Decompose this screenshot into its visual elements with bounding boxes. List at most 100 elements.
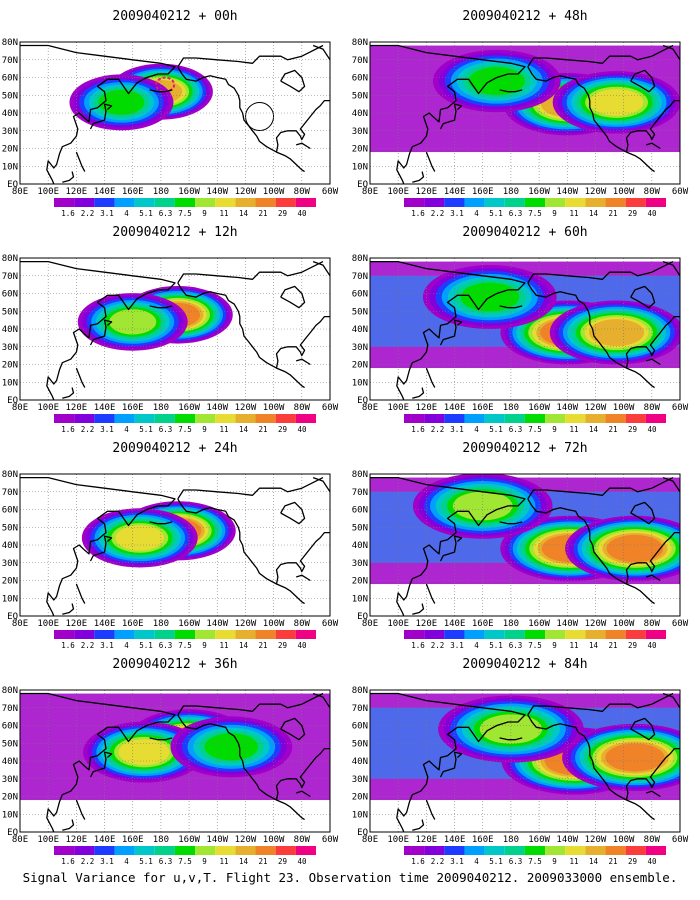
colorbar-swatch — [215, 414, 236, 423]
colorbar-label: 40 — [297, 425, 307, 434]
colorbar-swatch — [424, 630, 445, 639]
colorbar-swatch — [54, 414, 75, 423]
colorbar-label: 2.2 — [431, 425, 445, 434]
colorbar-label: 2.2 — [81, 857, 95, 866]
colorbar-swatch — [295, 198, 316, 207]
x-tick-label: 160W — [178, 187, 200, 197]
colorbar-swatch — [275, 846, 296, 855]
x-tick-label: 180 — [503, 403, 519, 413]
x-tick-label: 120W — [585, 187, 607, 197]
coastline — [630, 285, 656, 309]
coastlines — [20, 44, 330, 184]
colorbar-swatch — [645, 630, 666, 639]
coastline — [149, 521, 173, 525]
colorbar-swatch — [585, 630, 606, 639]
colorbar-label: 7.5 — [528, 209, 542, 218]
colorbar-swatch — [605, 630, 626, 639]
colorbar-swatch — [154, 846, 175, 855]
colorbar-label: 7.5 — [178, 641, 192, 650]
x-tick-label: 160E — [472, 403, 494, 413]
colorbar-label: 5.1 — [489, 209, 503, 218]
colorbar-label: 21 — [608, 425, 617, 434]
colorbar-swatch — [255, 198, 276, 207]
colorbar-label: 1.6 — [61, 425, 75, 434]
x-tick-label: 140E — [94, 619, 116, 629]
panel-title: 2009040212 + 72h — [462, 441, 587, 456]
colorbar-swatch — [215, 630, 236, 639]
coastline — [412, 603, 425, 615]
y-tick-label: EQ — [357, 180, 368, 190]
coastline — [62, 171, 75, 183]
panel-title: 2009040212 + 84h — [462, 657, 587, 672]
coastline — [499, 737, 523, 741]
coastline — [662, 692, 680, 709]
colorbar-swatch — [464, 414, 485, 423]
coastline — [370, 692, 526, 832]
x-tick-label: 80E — [362, 835, 378, 845]
coastline — [89, 535, 113, 562]
y-tick-label: 30N — [2, 559, 18, 569]
x-tick-label: 140E — [444, 187, 466, 197]
colorbar-label: 7.5 — [528, 641, 542, 650]
y-tick-label: 30N — [2, 343, 18, 353]
colorbar-swatch — [464, 846, 485, 855]
colorbar-swatch — [215, 846, 236, 855]
colorbar-label: 14 — [589, 641, 599, 650]
y-tick-label: 70N — [352, 272, 368, 282]
x-tick-label: 120W — [585, 619, 607, 629]
y-tick-label: 70N — [352, 56, 368, 66]
coastline — [439, 103, 463, 130]
coastline — [149, 305, 173, 309]
x-tick-label: 80E — [12, 187, 28, 197]
colorbar-swatch — [464, 630, 485, 639]
colorbar-swatch — [114, 198, 135, 207]
colorbar-label: 1.6 — [61, 209, 75, 218]
colorbar-label: 21 — [258, 209, 267, 218]
variance-field — [370, 261, 680, 369]
variance-contour — [605, 743, 665, 772]
coastline — [149, 89, 173, 93]
colorbar: 1.6 2.2 3.1 4 5.1 6.3 7.5 9 11 14 21 29 40 — [404, 414, 666, 434]
colorbar-label: 7.5 — [178, 425, 192, 434]
x-tick-label: 80E — [362, 187, 378, 197]
y-tick-label: 30N — [352, 559, 368, 569]
colorbar-label: 4 — [474, 425, 479, 434]
colorbar-label: 40 — [647, 857, 657, 866]
x-tick-label: 160W — [528, 835, 550, 845]
colorbar-label: 11 — [569, 209, 578, 218]
colorbar-swatch — [444, 630, 465, 639]
target-circle — [245, 102, 275, 132]
colorbar-label: 29 — [278, 209, 287, 218]
coastline — [527, 692, 674, 716]
map-grid — [20, 258, 330, 400]
coastline — [275, 531, 330, 585]
coastline — [527, 282, 655, 389]
coastline — [412, 819, 425, 831]
colorbar-label: 29 — [628, 857, 637, 866]
x-tick-label: 120E — [416, 619, 438, 629]
colorbar-swatch — [54, 846, 75, 855]
coastline — [439, 751, 463, 778]
y-tick-label: 20N — [2, 577, 18, 587]
colorbar-label: 5.1 — [489, 641, 503, 650]
variance-contour — [452, 491, 513, 521]
colorbar-label: 9 — [552, 641, 557, 650]
coastlines — [370, 692, 680, 832]
y-tick-label: 20N — [2, 793, 18, 803]
colorbar-swatch — [74, 630, 95, 639]
coastline — [280, 69, 306, 93]
y-tick-label: 20N — [2, 145, 18, 155]
coastline — [646, 790, 661, 798]
colorbar-swatch — [255, 630, 276, 639]
coastline — [280, 717, 306, 741]
colorbar-swatch — [444, 198, 465, 207]
y-tick-label: 40N — [352, 757, 368, 767]
y-tick-label: 50N — [352, 523, 368, 533]
y-tick-label: 50N — [352, 307, 368, 317]
y-tick-label: 50N — [352, 739, 368, 749]
colorbar-swatch — [215, 198, 236, 207]
colorbar-swatch — [54, 198, 75, 207]
coastline — [425, 151, 436, 172]
panel-title: 2009040212 + 24h — [112, 441, 237, 456]
coastline — [370, 260, 526, 400]
